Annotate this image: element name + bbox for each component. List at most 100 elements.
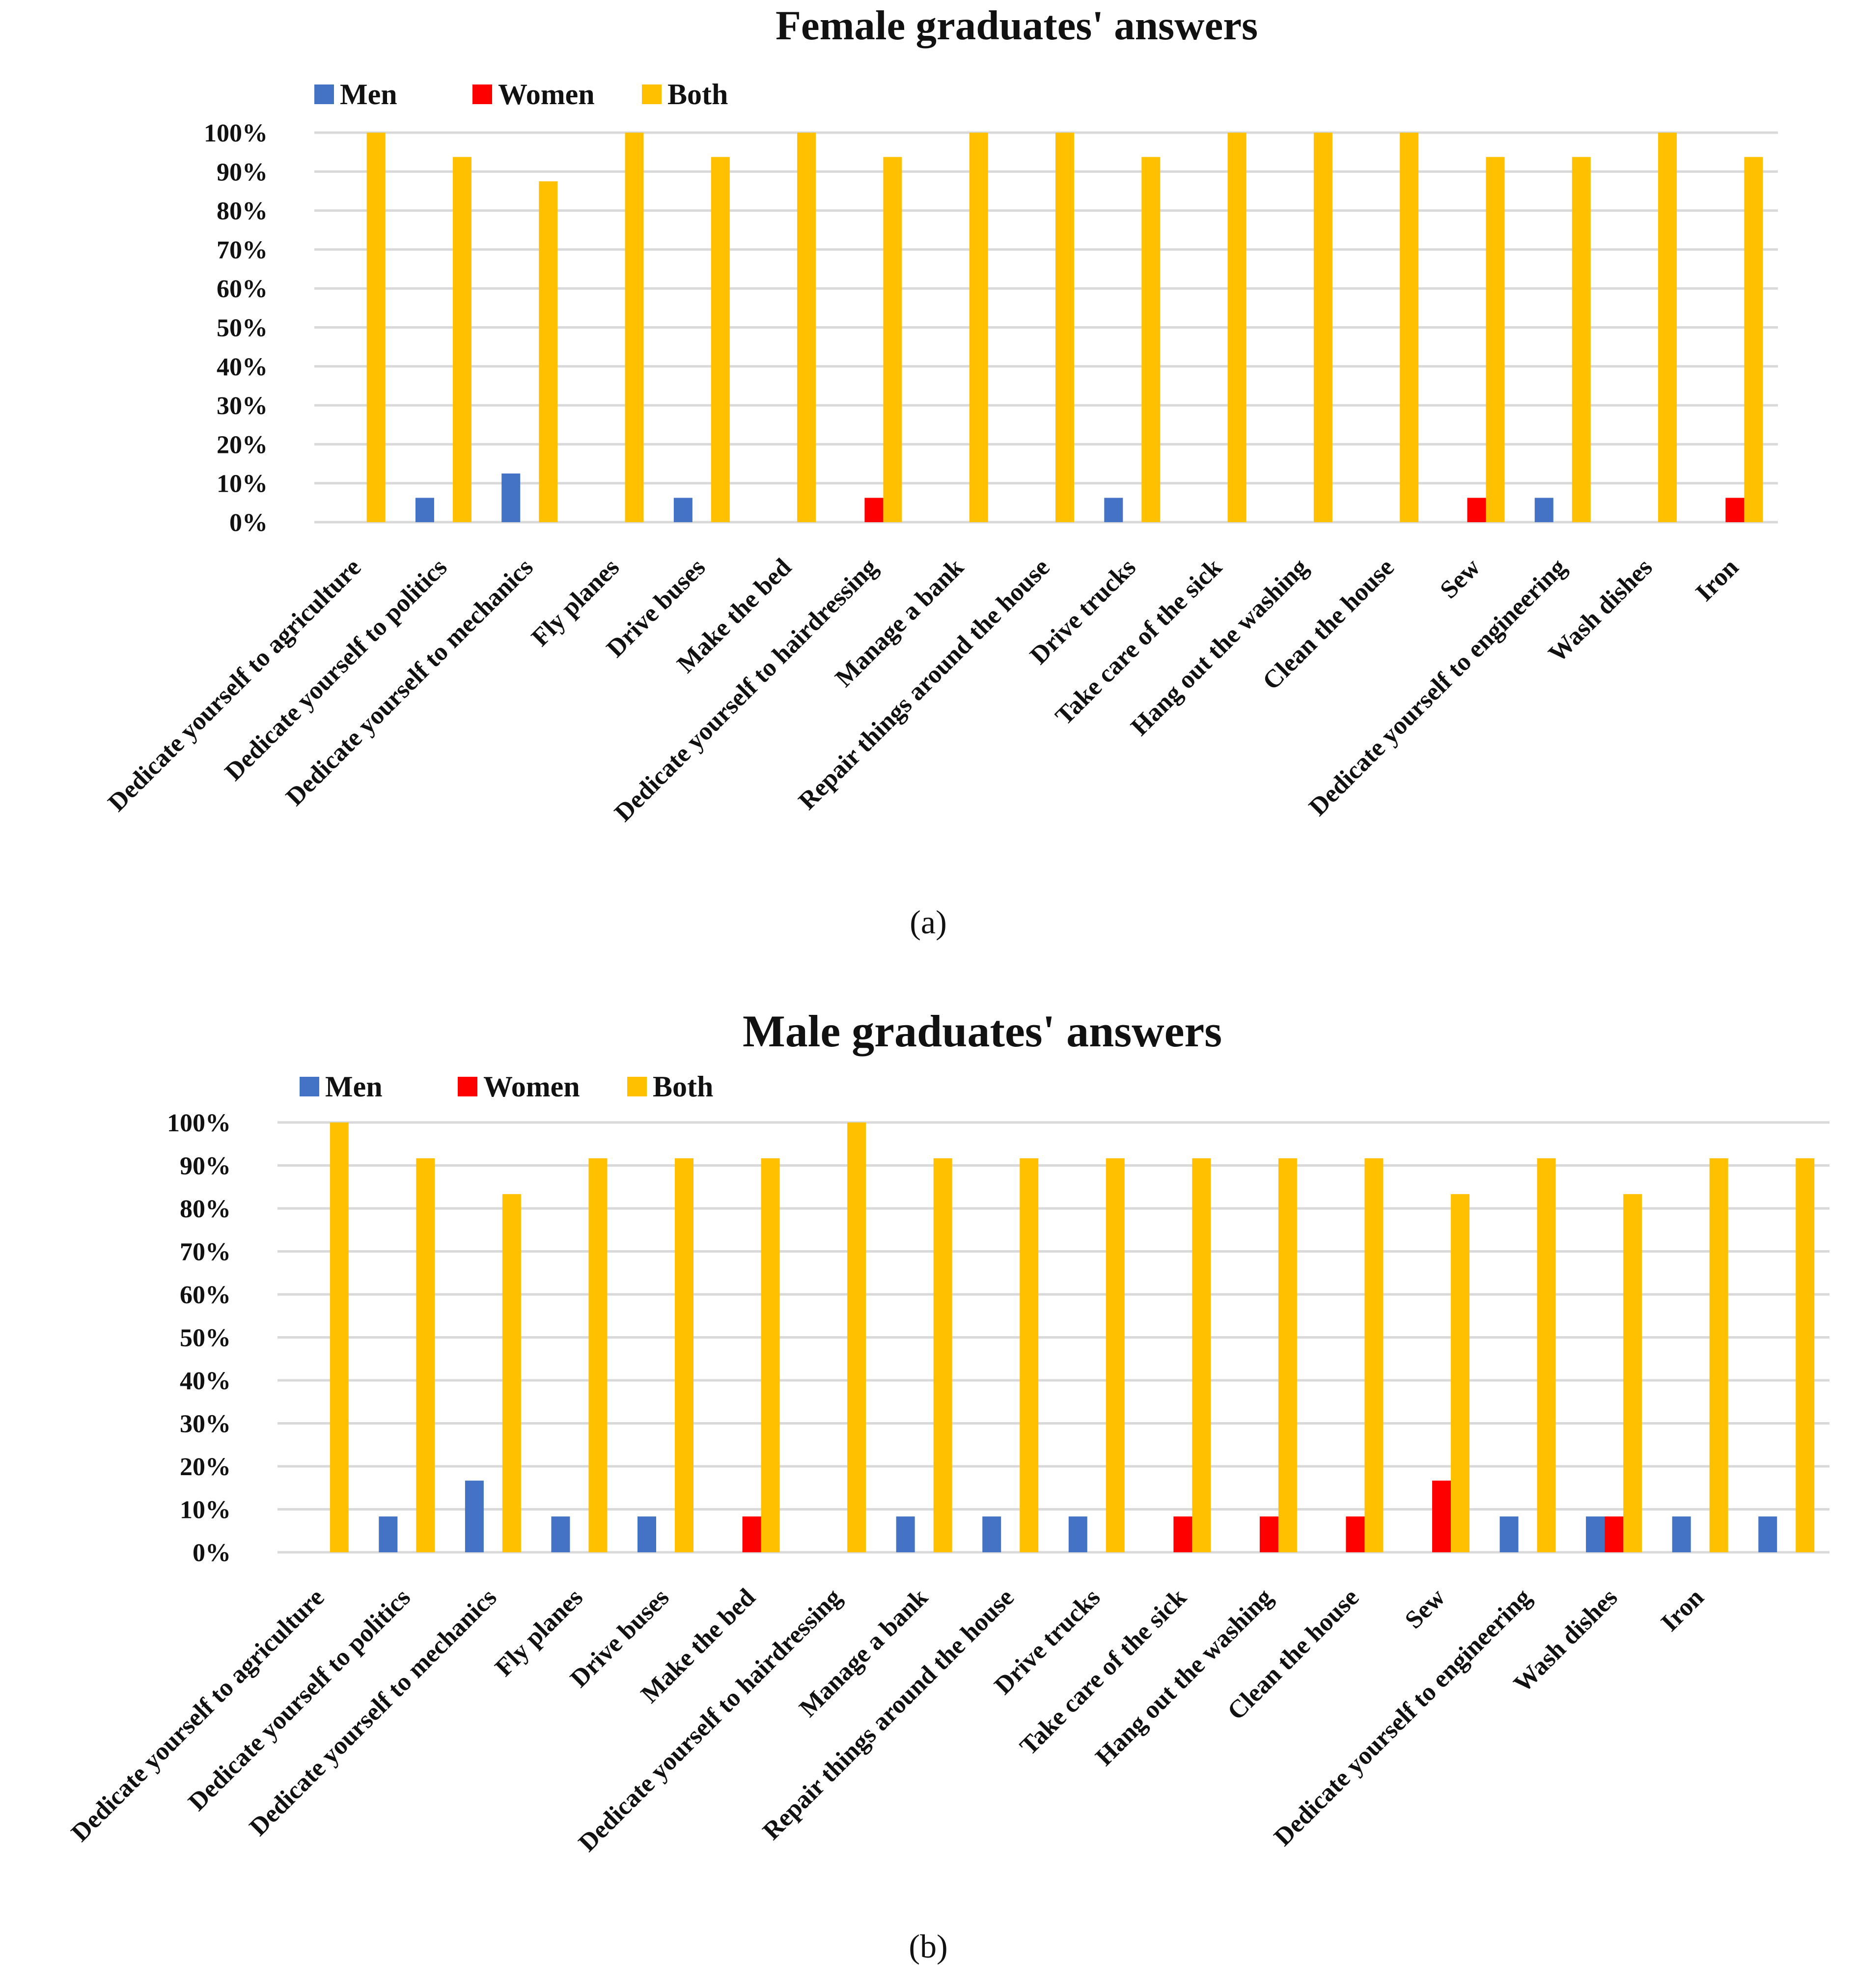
chart-b-bar-both bbox=[1709, 1158, 1728, 1552]
chart-a-y-tick-label: 20% bbox=[217, 431, 268, 459]
chart-a-bar-both bbox=[1400, 133, 1419, 522]
chart-a-legend-swatch-women bbox=[472, 84, 492, 104]
chart-b-bar-men bbox=[1586, 1516, 1605, 1552]
chart-a-bar-both bbox=[1572, 157, 1591, 522]
chart-a-bar-both bbox=[1313, 133, 1332, 522]
chart-b-y-tick-label: 70% bbox=[180, 1238, 231, 1266]
chart-b-bar-both bbox=[330, 1122, 349, 1552]
chart-b-bar-both bbox=[1020, 1158, 1039, 1552]
chart-a-y-tick-label: 40% bbox=[217, 353, 268, 381]
chart-b-bar-both bbox=[1796, 1158, 1815, 1552]
chart-b-legend-label-both: Both bbox=[653, 1070, 713, 1103]
chart-a-y-tick-label: 30% bbox=[217, 392, 268, 420]
chart-b-category-label: Take care of the sick bbox=[1015, 1583, 1192, 1761]
chart-b-y-tick-label: 90% bbox=[180, 1152, 231, 1180]
chart-b-bar-men bbox=[465, 1481, 484, 1552]
chart-a-bar-both bbox=[711, 157, 730, 522]
chart-a-legend-swatch-both bbox=[642, 84, 662, 104]
chart-b-y-tick-label: 20% bbox=[180, 1453, 231, 1481]
chart-b-bar-men bbox=[982, 1516, 1001, 1552]
chart-a-bar-both bbox=[539, 181, 558, 522]
chart-b-bar-men bbox=[1758, 1516, 1777, 1552]
chart-b-bar-both bbox=[502, 1194, 521, 1552]
chart-b-y-tick-label: 100% bbox=[167, 1109, 231, 1137]
chart-a-legend-swatch-men bbox=[314, 84, 334, 104]
chart-a-caption: (a) bbox=[910, 903, 946, 941]
chart-a-bar-both bbox=[1486, 157, 1505, 522]
chart-a-legend-label-women: Women bbox=[498, 78, 595, 111]
chart-b-bar-both bbox=[1623, 1194, 1642, 1552]
chart-a-y-tick-label: 100% bbox=[204, 119, 268, 147]
chart-a-category-label: Sew bbox=[1435, 553, 1486, 604]
chart-b-bar-women bbox=[1605, 1516, 1624, 1552]
chart-male-graduates: Male graduates' answers 0% 10% 20% 30% 40% 50%… bbox=[0, 992, 1857, 1988]
chart-b-legend-swatch-men bbox=[300, 1077, 319, 1096]
chart-b-caption: (b) bbox=[909, 1928, 947, 1965]
chart-b-y-tick-label: 80% bbox=[180, 1195, 231, 1223]
chart-b-bar-both bbox=[1537, 1158, 1556, 1552]
chart-b-y-tick-label: 0% bbox=[193, 1539, 231, 1567]
chart-a-category-label: Iron bbox=[1691, 553, 1744, 607]
chart-b-bar-both bbox=[847, 1122, 866, 1552]
chart-a-y-tick-label: 90% bbox=[217, 158, 268, 186]
chart-a-bar-both bbox=[1227, 133, 1247, 522]
chart-a-bar-both bbox=[1658, 133, 1677, 522]
chart-b-bar-women bbox=[1259, 1516, 1278, 1552]
chart-a-bar-women bbox=[1725, 498, 1745, 522]
chart-b-bar-women bbox=[1173, 1516, 1192, 1552]
chart-b-bar-both bbox=[675, 1158, 693, 1552]
chart-a-y-tick-label: 0% bbox=[229, 509, 268, 537]
chart-b-canvas: Male graduates' answers 0% 10% 20% 30% 40% 50%… bbox=[66, 1006, 1829, 1965]
chart-b-y-tick-label: 40% bbox=[180, 1367, 231, 1395]
chart-b-legend-label-women: Women bbox=[483, 1070, 580, 1103]
chart-a-bar-men bbox=[415, 498, 434, 522]
chart-a-bar-men bbox=[501, 473, 521, 522]
chart-a-bar-both bbox=[883, 157, 902, 522]
chart-b-bar-men bbox=[379, 1516, 398, 1552]
chart-a-y-tick-label: 50% bbox=[217, 314, 268, 342]
chart-a-bar-both bbox=[625, 133, 644, 522]
chart-b-legend-label-men: Men bbox=[325, 1070, 383, 1103]
chart-b-bar-women bbox=[1432, 1481, 1451, 1552]
chart-b-bar-both bbox=[1192, 1158, 1211, 1552]
chart-female-graduates: Female graduates' answers 0% 10% 20% 30% 40% 5… bbox=[0, 0, 1857, 963]
chart-a-legend-label-both: Both bbox=[667, 78, 728, 111]
chart-a-title: Female graduates' answers bbox=[776, 2, 1258, 49]
chart-b-category-label: Sew bbox=[1400, 1583, 1451, 1634]
chart-a-bar-both bbox=[1141, 157, 1161, 522]
chart-b-bar-both bbox=[1364, 1158, 1384, 1552]
chart-b-legend-swatch-women bbox=[458, 1077, 477, 1096]
chart-b-legend-swatch-both bbox=[627, 1077, 647, 1096]
chart-a-bar-men bbox=[1104, 498, 1123, 522]
chart-b-bar-both bbox=[588, 1158, 608, 1552]
chart-a-bar-both bbox=[1055, 133, 1074, 522]
chart-a-bar-both bbox=[1744, 157, 1763, 522]
chart-a-bar-men bbox=[1534, 498, 1553, 522]
chart-b-bar-both bbox=[416, 1158, 435, 1552]
chart-a-bar-both bbox=[797, 133, 816, 522]
chart-b-bar-both bbox=[1106, 1158, 1125, 1552]
chart-a-y-tick-label: 70% bbox=[217, 236, 268, 264]
chart-b-bar-men bbox=[1068, 1516, 1087, 1552]
chart-b-y-tick-label: 10% bbox=[180, 1496, 231, 1524]
chart-b-y-tick-label: 30% bbox=[180, 1410, 231, 1438]
chart-b-bar-women bbox=[1346, 1516, 1365, 1552]
chart-a-bar-women bbox=[864, 498, 884, 522]
chart-b-bar-men bbox=[1672, 1516, 1691, 1552]
chart-b-y-tick-label: 60% bbox=[180, 1281, 231, 1309]
chart-a-canvas: Female graduates' answers 0% 10% 20% 30% 40% 5… bbox=[103, 2, 1778, 941]
chart-b-bar-both bbox=[1451, 1194, 1469, 1552]
chart-b-bar-men bbox=[1499, 1516, 1519, 1552]
chart-b-category-label: Iron bbox=[1656, 1583, 1709, 1637]
chart-a-legend-label-men: Men bbox=[340, 78, 397, 111]
chart-b-bar-both bbox=[933, 1158, 952, 1552]
chart-a-y-tick-label: 80% bbox=[217, 197, 268, 225]
chart-b-bar-women bbox=[742, 1516, 761, 1552]
chart-a-bar-both bbox=[969, 133, 988, 522]
chart-b-bar-men bbox=[637, 1516, 656, 1552]
chart-b-bar-men bbox=[896, 1516, 915, 1552]
chart-a-bar-women bbox=[1467, 498, 1486, 522]
chart-a-bar-men bbox=[673, 498, 693, 522]
chart-a-bar-both bbox=[366, 133, 386, 522]
chart-b-bar-both bbox=[761, 1158, 780, 1552]
